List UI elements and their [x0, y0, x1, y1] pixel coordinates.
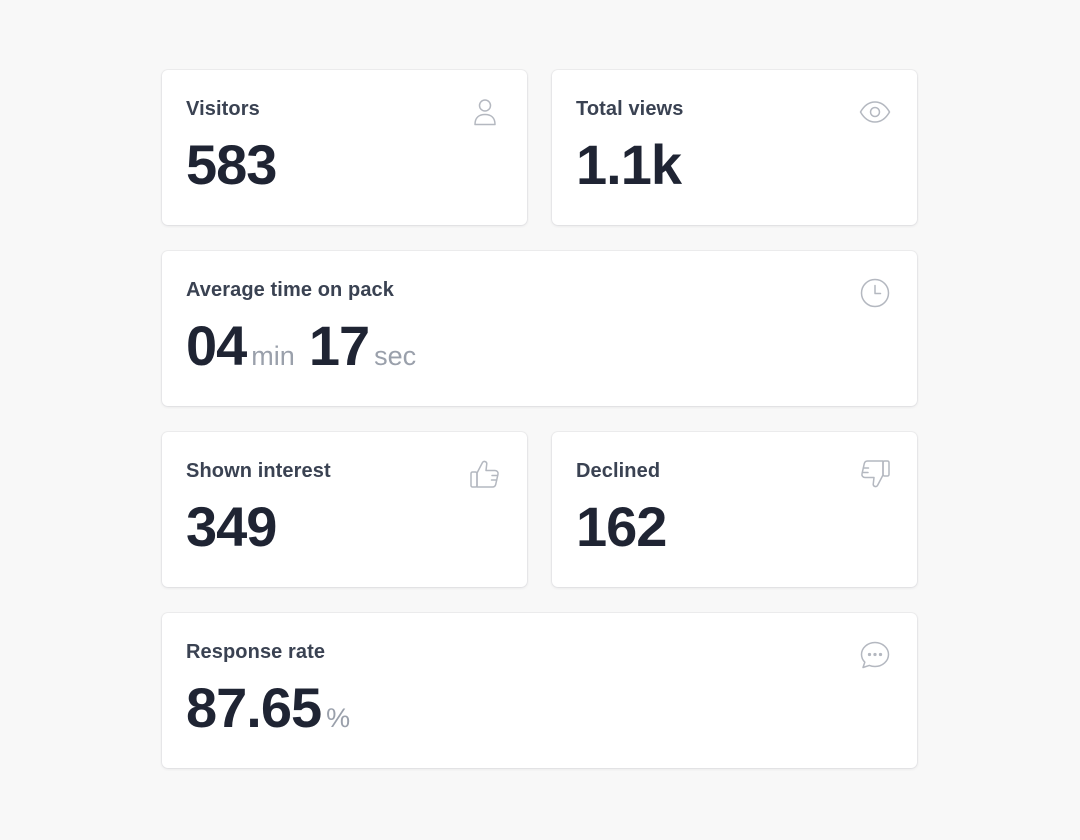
shown-interest-card: Shown interest 349 [162, 432, 527, 587]
response-rate-card: Response rate 87.65 % [162, 613, 917, 768]
stats-grid: Visitors 583 Total views 1.1k Average ti… [162, 70, 917, 768]
shown-interest-value-row: 349 [186, 497, 503, 557]
average-time-minutes-unit: min [251, 341, 295, 371]
declined-value: 162 [576, 495, 667, 558]
response-rate-label: Response rate [186, 641, 326, 663]
total-views-value-row: 1.1k [576, 135, 893, 195]
total-views-card: Total views 1.1k [552, 70, 917, 225]
response-rate-value: 87.65 [186, 676, 322, 739]
declined-label: Declined [576, 460, 661, 482]
average-time-seconds: 17 [308, 314, 370, 377]
average-time-value-row: 04 min 17 sec [186, 316, 893, 376]
average-time-seconds-unit: sec [374, 341, 417, 371]
total-views-label: Total views [576, 98, 684, 120]
eye-icon [858, 95, 892, 129]
visitors-card: Visitors 583 [162, 70, 527, 225]
average-time-label: Average time on pack [186, 279, 395, 301]
clock-icon [858, 276, 892, 310]
response-rate-unit: % [326, 703, 351, 733]
shown-interest-value: 349 [186, 495, 277, 558]
declined-value-row: 162 [576, 497, 893, 557]
shown-interest-label: Shown interest [186, 460, 331, 482]
thumbs-up-icon [468, 457, 502, 491]
visitors-value: 583 [186, 133, 277, 196]
average-time-minutes: 04 [186, 314, 247, 377]
visitors-value-row: 583 [186, 135, 503, 195]
total-views-value: 1.1k [576, 133, 682, 196]
response-rate-value-row: 87.65 % [186, 678, 893, 738]
visitors-label: Visitors [186, 98, 260, 120]
declined-card: Declined 162 [552, 432, 917, 587]
chat-bubble-icon [858, 638, 892, 672]
user-icon [468, 95, 502, 129]
thumbs-down-icon [858, 457, 892, 491]
average-time-card: Average time on pack 04 min 17 sec [162, 251, 917, 406]
